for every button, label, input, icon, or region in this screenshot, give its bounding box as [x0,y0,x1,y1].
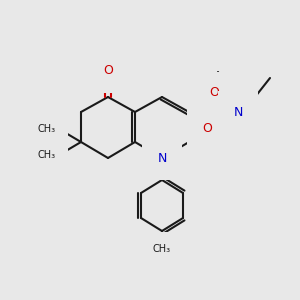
Text: O: O [202,122,212,134]
Text: CH₃: CH₃ [38,124,56,134]
Text: N: N [157,152,167,164]
Text: O: O [209,86,219,100]
Text: N: N [233,106,243,118]
Text: CH₃: CH₃ [38,150,56,160]
Text: CH₃: CH₃ [153,244,171,254]
Text: O: O [103,64,113,77]
